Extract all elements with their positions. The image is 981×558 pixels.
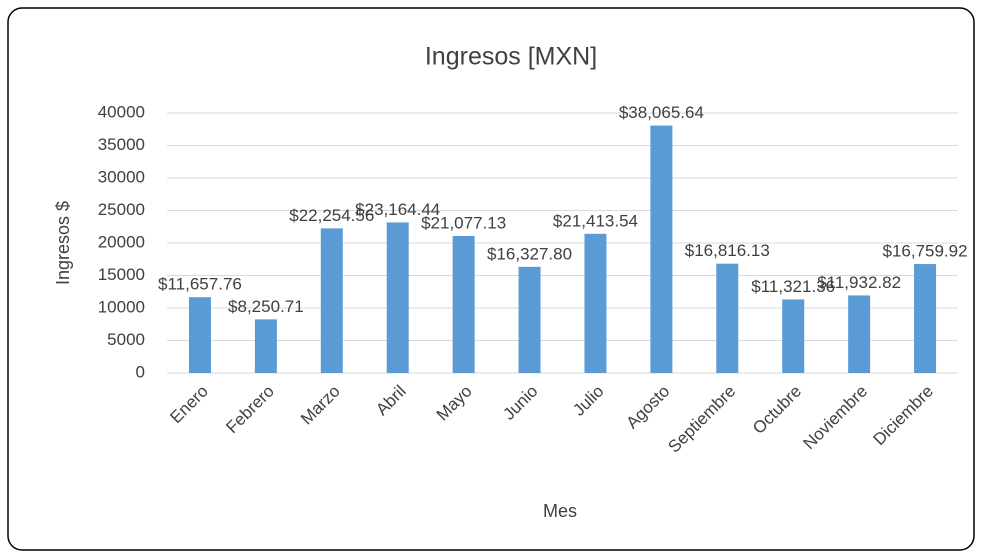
bar — [254, 319, 277, 373]
y-tick-label: 10000 — [98, 297, 145, 316]
data-label: $16,759.92 — [882, 242, 967, 261]
chart-title: Ingresos [MXN] — [425, 43, 597, 71]
x-axis-title: Mes — [543, 501, 577, 521]
data-label: $16,327.80 — [487, 244, 572, 263]
bar — [650, 125, 673, 374]
data-label: $23,164.44 — [355, 200, 440, 219]
data-label: $21,413.54 — [553, 211, 638, 230]
y-tick-label: 35000 — [98, 135, 145, 154]
y-tick-label: 5000 — [107, 330, 145, 349]
y-tick-label: 40000 — [98, 102, 145, 121]
bar — [584, 233, 607, 373]
y-tick-label: 0 — [136, 362, 145, 381]
bar — [386, 222, 409, 373]
data-label: $38,065.64 — [619, 103, 704, 122]
data-label: $8,250.71 — [228, 297, 304, 316]
data-label: $11,932.82 — [817, 273, 901, 292]
y-tick-label: 15000 — [98, 265, 145, 284]
data-label: $11,657.76 — [158, 275, 242, 294]
bar — [452, 235, 475, 373]
bar — [848, 295, 871, 373]
y-tick-label: 20000 — [98, 232, 145, 251]
bar — [518, 266, 541, 373]
bar — [188, 297, 211, 373]
data-label: $11,321.36 — [751, 277, 835, 296]
bar — [716, 263, 739, 373]
bar — [782, 299, 805, 373]
y-tick-label: 25000 — [98, 200, 145, 219]
bar — [914, 264, 937, 373]
data-label: $22,254.56 — [289, 206, 374, 225]
chart-frame — [7, 7, 975, 551]
data-label: $21,077.13 — [421, 213, 506, 232]
y-tick-label: 30000 — [98, 167, 145, 186]
bar — [320, 228, 343, 373]
data-label: $16,816.13 — [685, 241, 770, 260]
y-axis-title: Ingresos $ — [53, 201, 73, 285]
